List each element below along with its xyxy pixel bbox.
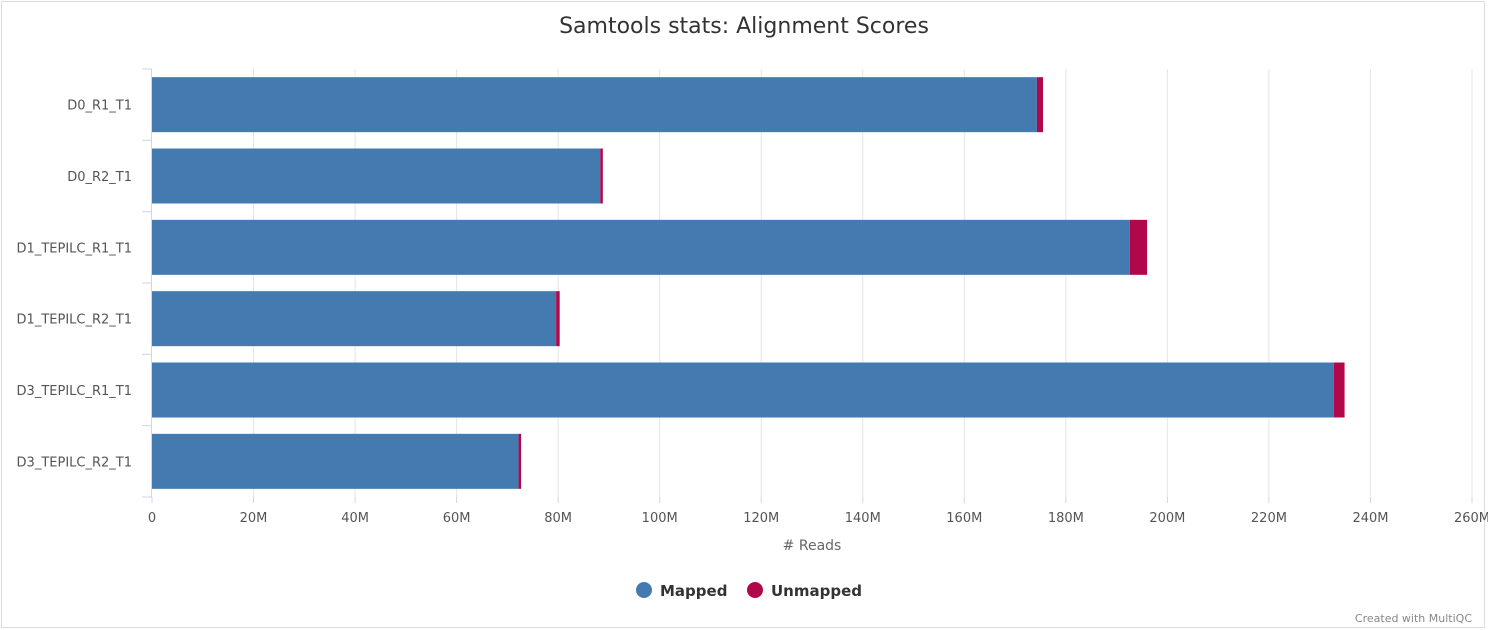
- x-tick-label: 60M: [443, 511, 471, 526]
- bar-unmapped-5: [518, 433, 522, 489]
- x-tick-label: 240M: [1352, 511, 1388, 526]
- bar-mapped-5: [152, 433, 519, 489]
- category-label: D3_TEPILC_R1_T1: [17, 384, 132, 399]
- bars: [152, 77, 1345, 489]
- legend[interactable]: Mapped Unmapped: [636, 582, 862, 600]
- legend-marker-mapped: [636, 582, 652, 598]
- grid: [253, 69, 1473, 497]
- x-tick-label: 180M: [1048, 511, 1084, 526]
- x-tick-label: 260M: [1454, 511, 1488, 526]
- x-tick-label: 140M: [845, 511, 881, 526]
- category-label: D3_TEPILC_R2_T1: [17, 455, 132, 470]
- legend-label-unmapped: Unmapped: [771, 582, 862, 600]
- legend-label-mapped: Mapped: [660, 582, 727, 600]
- x-tick-label: 160M: [946, 511, 982, 526]
- bar-unmapped-4: [1333, 362, 1345, 418]
- bar-mapped-2: [152, 219, 1130, 275]
- bar-unmapped-3: [556, 291, 560, 347]
- bar-unmapped-0: [1036, 77, 1043, 133]
- axes: 0 20M 40M 60M 80M 100M 120M 140M 160M 180M 200M 220…: [17, 68, 1488, 526]
- category-label: D1_TEPILC_R1_T1: [17, 241, 132, 256]
- bar-unmapped-2: [1129, 219, 1148, 275]
- category-label: D0_R2_T1: [67, 170, 132, 185]
- x-tick-label: 220M: [1251, 511, 1287, 526]
- x-tick-label: 100M: [642, 511, 678, 526]
- x-tick-label: 20M: [240, 511, 268, 526]
- bar-mapped-1: [152, 148, 601, 204]
- x-axis-title: # Reads: [783, 538, 842, 554]
- x-tick-label: 200M: [1149, 511, 1185, 526]
- x-tick-label: 80M: [544, 511, 572, 526]
- category-label: D0_R1_T1: [67, 99, 132, 114]
- x-tick-label: 40M: [341, 511, 369, 526]
- chart-title: Samtools stats: Alignment Scores: [559, 14, 929, 39]
- bar-mapped-4: [152, 362, 1334, 418]
- x-tick-label: 0: [148, 511, 156, 526]
- x-tick-label: 120M: [743, 511, 779, 526]
- legend-marker-unmapped: [747, 582, 763, 598]
- bar-mapped-0: [152, 77, 1037, 133]
- bar-mapped-3: [152, 291, 557, 347]
- bar-unmapped-1: [600, 148, 603, 204]
- credits-link[interactable]: Created with MultiQC: [1355, 612, 1472, 625]
- category-label: D1_TEPILC_R2_T1: [17, 313, 132, 328]
